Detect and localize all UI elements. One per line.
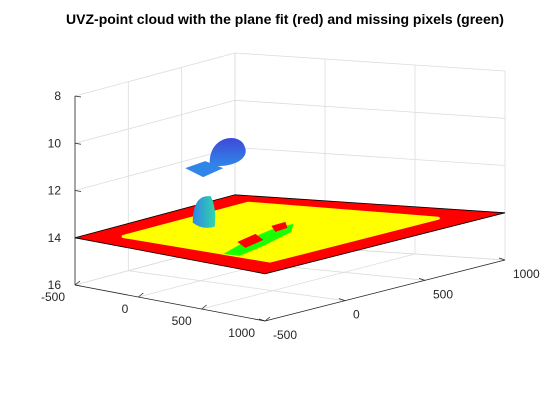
y-tick-label-0: -500 xyxy=(273,328,297,342)
z-grid-left-2 xyxy=(74,147,236,191)
missing-pixels-hole-a xyxy=(237,233,264,248)
y-tick-label-3: 1000 xyxy=(513,267,540,281)
z-tick-mark-4 xyxy=(74,284,82,287)
missing-pixels-hole-b xyxy=(271,221,288,232)
x-grid-floor-2 xyxy=(201,253,416,310)
y-tick-mark-3 xyxy=(498,257,506,261)
y-axis-line xyxy=(264,259,506,322)
hemisphere-blob xyxy=(209,137,246,167)
z-grid-left-0 xyxy=(74,52,236,97)
plot-area xyxy=(74,137,506,275)
z-tick-mark-0 xyxy=(74,95,82,98)
z-tick-label-4: 16 xyxy=(48,278,62,292)
z-tick-label-2: 12 xyxy=(48,184,62,198)
z-tick-label-3: 14 xyxy=(48,231,62,245)
y-tick-mark-0 xyxy=(258,318,266,322)
x-axis-line xyxy=(74,284,266,322)
x-tick-label-1: 0 xyxy=(122,302,129,316)
axes-box xyxy=(74,95,506,322)
x-tick-label-2: 500 xyxy=(172,314,192,328)
z-tick-mark-2 xyxy=(74,190,82,192)
x-tick-mark-0 xyxy=(74,280,81,286)
x-tick-label-0: -500 xyxy=(41,290,65,304)
z-tick-label-1: 10 xyxy=(48,136,62,150)
x-tick-mark-2 xyxy=(201,304,207,310)
grid-layer xyxy=(74,52,506,322)
z-grid-back-2 xyxy=(234,147,506,166)
x-tick-label-3: 1000 xyxy=(228,326,255,340)
x-tick-mark-1 xyxy=(138,292,144,298)
z-grid-back-0 xyxy=(234,52,506,72)
z-grid-back-1 xyxy=(234,99,506,119)
y-tick-label-2: 500 xyxy=(433,287,453,301)
cyan-cone xyxy=(192,196,216,228)
y-grid-floor-1 xyxy=(128,270,346,302)
y-tick-mark-2 xyxy=(418,277,426,281)
y-tick-label-1: 0 xyxy=(353,308,360,322)
chart-title: UVZ-point cloud with the plane fit (red)… xyxy=(66,11,504,27)
z-tick-label-0: 8 xyxy=(54,89,61,103)
y-tick-mark-1 xyxy=(338,298,346,302)
z-grid-left-1 xyxy=(74,99,236,144)
z-tick-mark-1 xyxy=(74,142,82,145)
x-tick-mark-3 xyxy=(264,316,271,322)
